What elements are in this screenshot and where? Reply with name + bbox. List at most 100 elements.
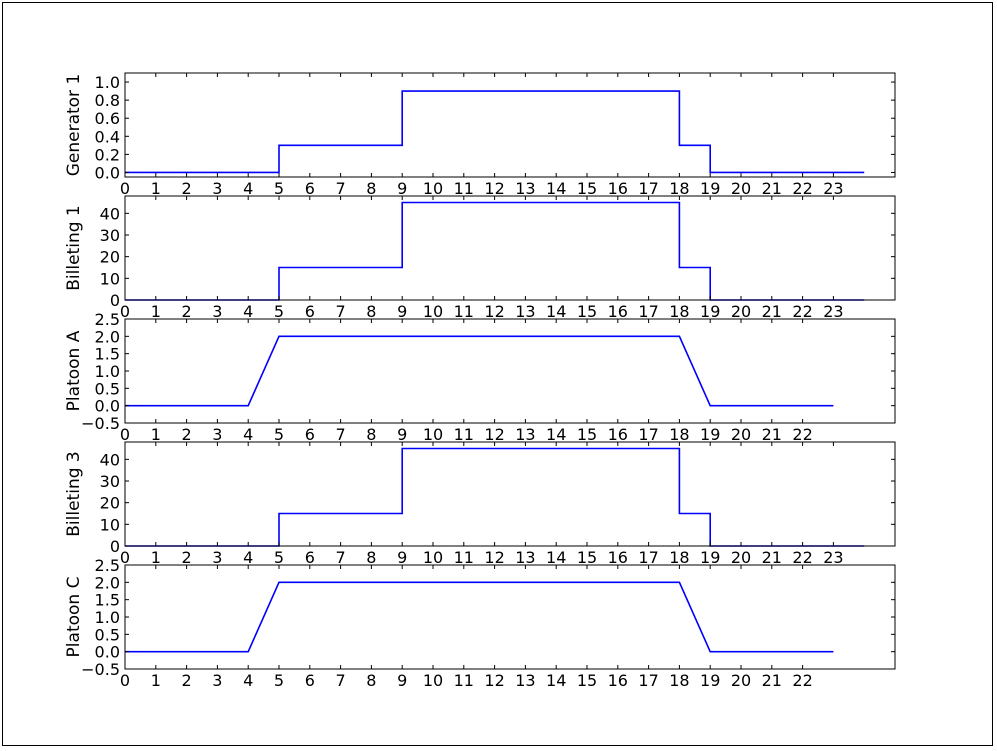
subplot-5-xtick-label: 14 xyxy=(546,671,566,690)
subplot-1-ylabel: Generator 1 xyxy=(64,74,84,177)
subplot-5-ytick-label: −0.5 xyxy=(81,660,120,679)
subplot-5-xtick-label: 13 xyxy=(515,671,535,690)
subplot-2-xtick-label: 14 xyxy=(546,302,566,321)
subplot-5-ytick-label: 2.0 xyxy=(95,573,120,592)
subplot-1-xtick-label: 18 xyxy=(669,179,689,198)
subplot-1-xtick-label: 1 xyxy=(151,179,161,198)
subplot-2-xtick-label: 17 xyxy=(638,302,658,321)
subplot-1-series-line xyxy=(125,90,865,174)
subplot-5-xtick-label: 4 xyxy=(243,671,253,690)
subplot-3-xtick-label: 5 xyxy=(274,425,284,444)
subplot-1-xtick-label: 21 xyxy=(762,179,782,198)
subplot-3-xtick-label: 15 xyxy=(577,425,597,444)
subplot-3-xtick-label: 19 xyxy=(700,425,720,444)
subplot-4-xtick-label: 16 xyxy=(608,548,628,567)
subplot-2-ytick-label: 40 xyxy=(100,204,120,223)
subplot-3-xtick-label: 4 xyxy=(243,425,253,444)
subplot-2-xtick-label: 19 xyxy=(700,302,720,321)
subplot-4-xtick-label: 17 xyxy=(638,548,658,567)
subplot-5-ylabel: Platoon C xyxy=(64,577,84,658)
subplot-3-xtick-label: 22 xyxy=(792,425,812,444)
subplot-3-xtick-label: 21 xyxy=(762,425,782,444)
subplot-3-xtick-label: 12 xyxy=(484,425,504,444)
subplot-1-xtick-label: 20 xyxy=(731,179,751,198)
subplot-5-xtick-label: 19 xyxy=(700,671,720,690)
subplot-2-xtick-label: 9 xyxy=(397,302,407,321)
subplot-2-xtick-label: 22 xyxy=(792,302,812,321)
subplot-1-xtick-label: 12 xyxy=(484,179,504,198)
subplot-1-xtick-label: 13 xyxy=(515,179,535,198)
subplot-3-ytick-label: 1.0 xyxy=(95,362,120,381)
subplot-5-xtick-label: 22 xyxy=(792,671,812,690)
subplot-2-ytick-label: 20 xyxy=(100,248,120,267)
subplot-3-xtick-label: 9 xyxy=(397,425,407,444)
subplot-2-xtick-label: 15 xyxy=(577,302,597,321)
subplot-1-xtick-label: 11 xyxy=(454,179,474,198)
subplot-1-xtick-label: 16 xyxy=(608,179,628,198)
subplot-1-xtick-label: 19 xyxy=(700,179,720,198)
subplot-2-xtick-label: 16 xyxy=(608,302,628,321)
subplot-4-series-line xyxy=(125,447,865,547)
subplot-1-xtick-label: 5 xyxy=(274,179,284,198)
subplot-3-xtick-label: 14 xyxy=(546,425,566,444)
subplot-4-xtick-label: 13 xyxy=(515,548,535,567)
subplot-3-ytick-label: 1.5 xyxy=(95,345,120,364)
subplot-2-xtick-label: 10 xyxy=(423,302,443,321)
subplot-5-ytick-label: 0.0 xyxy=(95,643,120,662)
subplot-3-ytick-label: 2.5 xyxy=(95,310,120,329)
subplot-4-ytick-label: 10 xyxy=(100,515,120,534)
subplot-2-xtick-label: 4 xyxy=(243,302,253,321)
subplot-1-axes-frame xyxy=(124,72,896,178)
subplot-5-xtick-label: 15 xyxy=(577,671,597,690)
subplot-4-xtick-label: 22 xyxy=(792,548,812,567)
subplot-5-xtick-label: 5 xyxy=(274,671,284,690)
subplot-3-xtick-label: 3 xyxy=(212,425,222,444)
subplot-1-xtick-label: 7 xyxy=(336,179,346,198)
subplot-1-xtick-label: 2 xyxy=(182,179,192,198)
subplot-2-xtick-label: 18 xyxy=(669,302,689,321)
subplot-5-xtick-label: 0 xyxy=(120,671,130,690)
subplot-5-xtick-label: 16 xyxy=(608,671,628,690)
subplot-4-xtick-label: 3 xyxy=(212,548,222,567)
subplot-2-xtick-label: 3 xyxy=(212,302,222,321)
subplot-5-xtick-label: 7 xyxy=(336,671,346,690)
subplot-1-xtick-label: 3 xyxy=(212,179,222,198)
subplot-2-xtick-label: 23 xyxy=(823,302,843,321)
subplot-2-ylabel: Billeting 1 xyxy=(64,205,84,290)
subplot-5-xtick-label: 11 xyxy=(454,671,474,690)
subplot-4-xtick-label: 21 xyxy=(762,548,782,567)
subplot-3-ylabel: Platoon A xyxy=(64,330,84,411)
subplot-4-ytick-label: 30 xyxy=(100,472,120,491)
subplot-2-xtick-label: 13 xyxy=(515,302,535,321)
subplot-4-xtick-label: 12 xyxy=(484,548,504,567)
subplot-1-xtick-label: 6 xyxy=(305,179,315,198)
subplot-3-xtick-label: 7 xyxy=(336,425,346,444)
subplot-4-axes-frame xyxy=(124,441,896,547)
subplot-1-xtick-label: 10 xyxy=(423,179,443,198)
subplot-4-ytick-label: 20 xyxy=(100,494,120,513)
subplot-3-xtick-label: 10 xyxy=(423,425,443,444)
subplot-3-ytick-label: 2.0 xyxy=(95,327,120,346)
subplot-1-xtick-label: 4 xyxy=(243,179,253,198)
subplot-2-xtick-label: 6 xyxy=(305,302,315,321)
subplot-2-ytick-label: 10 xyxy=(100,269,120,288)
subplot-5-ytick-label: 2.5 xyxy=(95,556,120,575)
subplot-2-xtick-label: 1 xyxy=(151,302,161,321)
subplot-4-xtick-label: 10 xyxy=(423,548,443,567)
subplot-4-ytick-label: 0 xyxy=(110,537,120,556)
subplot-1-ytick-label: 0.6 xyxy=(95,109,120,128)
subplot-1-xtick-label: 15 xyxy=(577,179,597,198)
subplot-5-ytick-label: 1.0 xyxy=(95,608,120,627)
subplot-3-xtick-label: 6 xyxy=(305,425,315,444)
subplot-2-xtick-label: 21 xyxy=(762,302,782,321)
subplot-2-axes-frame xyxy=(124,195,896,301)
subplot-5-xtick-label: 2 xyxy=(182,671,192,690)
subplot-1-xtick-label: 17 xyxy=(638,179,658,198)
subplot-1-xtick-label: 23 xyxy=(823,179,843,198)
subplot-5-xtick-label: 10 xyxy=(423,671,443,690)
subplot-3-xtick-label: 20 xyxy=(731,425,751,444)
subplot-3-axes-frame xyxy=(124,318,896,424)
subplot-1-ytick-label: 1.0 xyxy=(95,73,120,92)
subplot-3-xtick-label: 13 xyxy=(515,425,535,444)
